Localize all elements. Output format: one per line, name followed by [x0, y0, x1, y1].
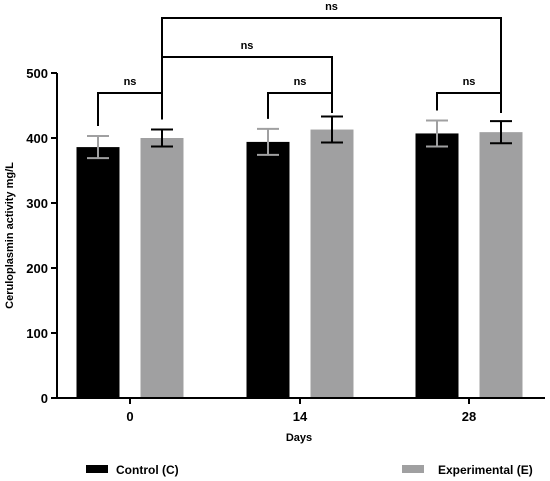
- significance-label: ns: [325, 1, 338, 13]
- error-bar: [321, 115, 343, 144]
- axes: [56, 73, 545, 399]
- legend-label: Experimental (E): [438, 463, 533, 477]
- significance-label: ns: [463, 76, 476, 88]
- error-bar: [490, 120, 512, 145]
- bar-control-day-28: [415, 133, 459, 398]
- error-bar: [426, 119, 448, 148]
- legend-swatch: [402, 465, 424, 473]
- y-tick-label: 100: [26, 326, 48, 341]
- bar-experimental-day-14: [310, 129, 354, 399]
- bar-control-day-14: [246, 141, 290, 398]
- x-tick-label: 0: [126, 409, 133, 424]
- legend: Control (C) Experimental (E): [86, 463, 533, 477]
- significance-bracket: ns: [436, 76, 502, 112]
- significance-bracket: ns: [161, 40, 333, 113]
- legend-item-experimental: Experimental (E): [402, 463, 533, 477]
- legend-label: Control (C): [116, 463, 179, 477]
- legend-swatch: [86, 465, 108, 473]
- error-bar: [151, 128, 173, 148]
- error-bar: [257, 127, 279, 156]
- error-bars: [87, 115, 512, 160]
- significance-bracket: ns: [267, 76, 333, 119]
- bar-experimental-day-0: [140, 138, 184, 398]
- y-axis-title: Ceruloplasmin activity mg/L: [4, 162, 16, 309]
- significance-bracket: ns: [161, 1, 502, 113]
- significance-brackets: ns ns ns ns ns: [97, 1, 502, 127]
- bars: [76, 129, 523, 399]
- x-tick-label: 28: [462, 409, 476, 424]
- x-ticks: 0 14 28: [126, 398, 476, 424]
- y-tick-label: 500: [26, 66, 48, 81]
- y-tick-label: 200: [26, 261, 48, 276]
- y-tick-label: 400: [26, 131, 48, 146]
- significance-label: ns: [241, 40, 254, 52]
- significance-bracket: ns: [97, 76, 163, 127]
- bar-experimental-day-28: [479, 132, 523, 398]
- y-tick-label: 0: [41, 391, 48, 406]
- x-tick-label: 14: [293, 409, 308, 424]
- significance-label: ns: [124, 76, 137, 88]
- y-ticks: 0 100 200 300 400 500: [26, 66, 57, 406]
- y-tick-label: 300: [26, 196, 48, 211]
- error-bar: [87, 135, 109, 160]
- significance-label: ns: [294, 76, 307, 88]
- bar-control-day-0: [76, 147, 120, 398]
- legend-item-control: Control (C): [86, 463, 179, 477]
- x-axis-title: Days: [286, 432, 312, 444]
